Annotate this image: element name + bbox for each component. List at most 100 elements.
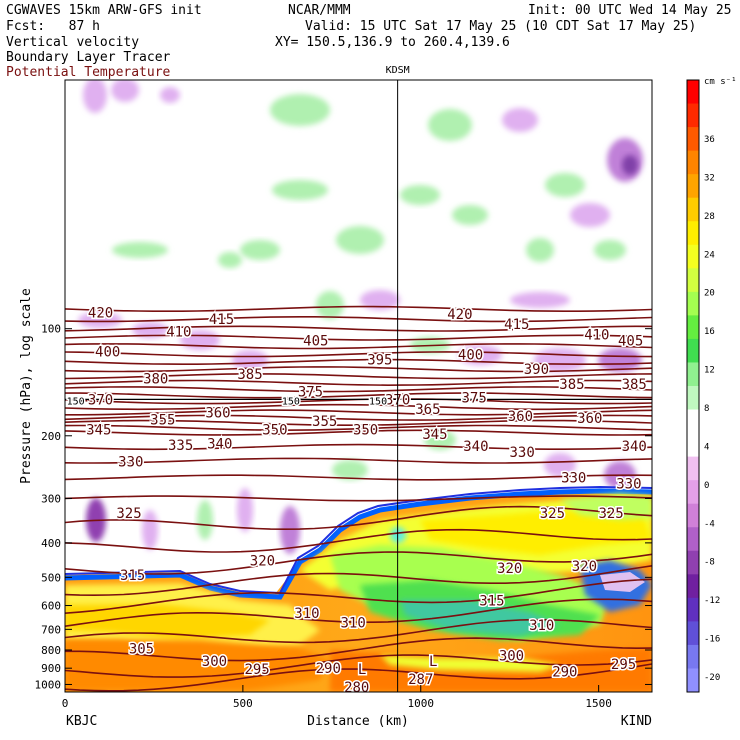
velocity-blob <box>280 506 300 554</box>
shaded-fields <box>65 80 652 692</box>
theta-line <box>65 424 652 432</box>
theta-label: 375 <box>461 390 486 406</box>
y-tick-label: 900 <box>41 662 61 675</box>
theta-line <box>65 403 652 411</box>
theta-label: 335 <box>168 438 193 454</box>
theta-line <box>65 334 652 341</box>
valid-time: Valid: 15 UTC Sat 17 May 25 (10 CDT Sat … <box>305 19 697 34</box>
plot-frame <box>64 79 653 693</box>
theta-line <box>65 443 652 451</box>
theta-label: 350 <box>262 422 287 438</box>
colorbar-swatch <box>687 550 699 575</box>
theta-label: 375 <box>298 384 323 400</box>
x-tick-label: 1500 <box>585 697 612 710</box>
theta-label: 305 <box>129 641 154 657</box>
theta-line <box>65 351 652 358</box>
theta-label: 150 <box>282 396 300 407</box>
theta-label: 405 <box>618 334 643 350</box>
velocity-blob <box>336 226 384 254</box>
x-axis-label: Distance (km) <box>307 714 409 729</box>
model-title: CGWAVES 15km ARW-GFS init <box>6 3 202 18</box>
init-time: Init: 00 UTC Wed 14 May 25 <box>528 3 732 18</box>
forecast-hour: Fcst: 87 h <box>6 19 100 34</box>
theta-label: 290 <box>316 661 341 677</box>
theta-line <box>65 316 652 323</box>
theta-label: 315 <box>479 593 504 609</box>
theta-label: 420 <box>447 307 472 323</box>
colorbar-swatch <box>687 480 699 505</box>
theta-label: 330 <box>561 471 586 487</box>
velocity-blob <box>424 430 456 450</box>
colorbar-swatch <box>687 268 699 293</box>
theta-label: 360 <box>508 409 533 425</box>
theta-label: 385 <box>622 377 647 393</box>
colorbar-swatch <box>687 574 699 599</box>
theta-label: 330 <box>118 454 143 470</box>
y-tick-label: 400 <box>41 537 61 550</box>
theta-label: 310 <box>529 618 554 634</box>
velocity-blob <box>218 252 242 268</box>
theta-label: 345 <box>422 427 447 443</box>
theta-label: 350 <box>353 422 378 438</box>
colorbar-swatch <box>687 644 699 669</box>
theta-label: 287 <box>408 672 433 688</box>
field-vertical-velocity: Vertical velocity <box>6 35 140 50</box>
colorbar-swatch <box>687 527 699 552</box>
theta-label: 310 <box>294 606 319 622</box>
theta-line <box>65 392 652 399</box>
theta-line <box>65 419 652 426</box>
theta-label: 310 <box>341 616 366 632</box>
colorbar-swatch <box>687 621 699 646</box>
velocity-blob <box>458 345 502 365</box>
y-tick-label: 1000 <box>35 678 62 691</box>
theta-label: 410 <box>166 325 191 341</box>
theta-label: 400 <box>95 345 120 361</box>
theta-label: 340 <box>463 439 488 455</box>
colorbar-label: -8 <box>704 558 715 568</box>
theta-line <box>65 474 652 481</box>
theta-labels: 420 415 420 410 405 415 410 405 400 395 400 380 385 3… <box>65 304 648 697</box>
colorbar-swatch <box>687 103 699 128</box>
velocity-blob <box>545 173 585 197</box>
theta-label: 330 <box>616 476 641 492</box>
theta-line <box>65 598 652 627</box>
theta-label: 400 <box>458 347 483 363</box>
theta-line <box>65 551 652 575</box>
colorbar-label: 16 <box>704 327 715 337</box>
colorbar-swatch <box>687 503 699 528</box>
colorbar-swatch <box>687 174 699 199</box>
x-axis-ticks: 0 500 1000 1500 <box>62 685 612 710</box>
theta-line <box>65 565 652 597</box>
colorbar-label: 20 <box>704 289 715 299</box>
velocity-blob <box>232 350 268 370</box>
velocity-blob <box>622 155 638 175</box>
theta-label: 290 <box>552 665 577 681</box>
theta-line <box>65 663 652 692</box>
velocity-blob <box>502 108 538 132</box>
theta-label: L <box>429 654 437 670</box>
theta-label: 415 <box>504 317 529 333</box>
theta-line <box>65 373 652 380</box>
theta-line <box>65 618 652 644</box>
theta-label: 395 <box>367 352 392 368</box>
field-boundary-layer-tracer: Boundary Layer Tracer <box>6 50 171 65</box>
theta-label: 340 <box>622 439 647 455</box>
colorbar-swatch <box>687 315 699 340</box>
colorbar-swatch <box>687 291 699 316</box>
theta-line <box>65 528 652 553</box>
x-tick-label: 500 <box>233 697 253 710</box>
theta-label: 320 <box>497 561 522 577</box>
colorbar-swatch <box>687 597 699 622</box>
colorbar-label: -20 <box>704 673 720 683</box>
colorbar-swatch <box>687 244 699 269</box>
velocity-blob <box>111 80 139 102</box>
colorbar-swatch <box>687 409 699 434</box>
x-tick-label: 0 <box>62 697 69 710</box>
theta-label: 340 <box>207 436 232 452</box>
org-label: NCAR/MMM <box>288 3 351 18</box>
colorbar-swatch <box>687 362 699 387</box>
velocity-blob <box>544 453 576 477</box>
theta-label: 295 <box>611 657 636 673</box>
theta-line <box>65 429 652 436</box>
theta-label: 385 <box>237 367 262 383</box>
